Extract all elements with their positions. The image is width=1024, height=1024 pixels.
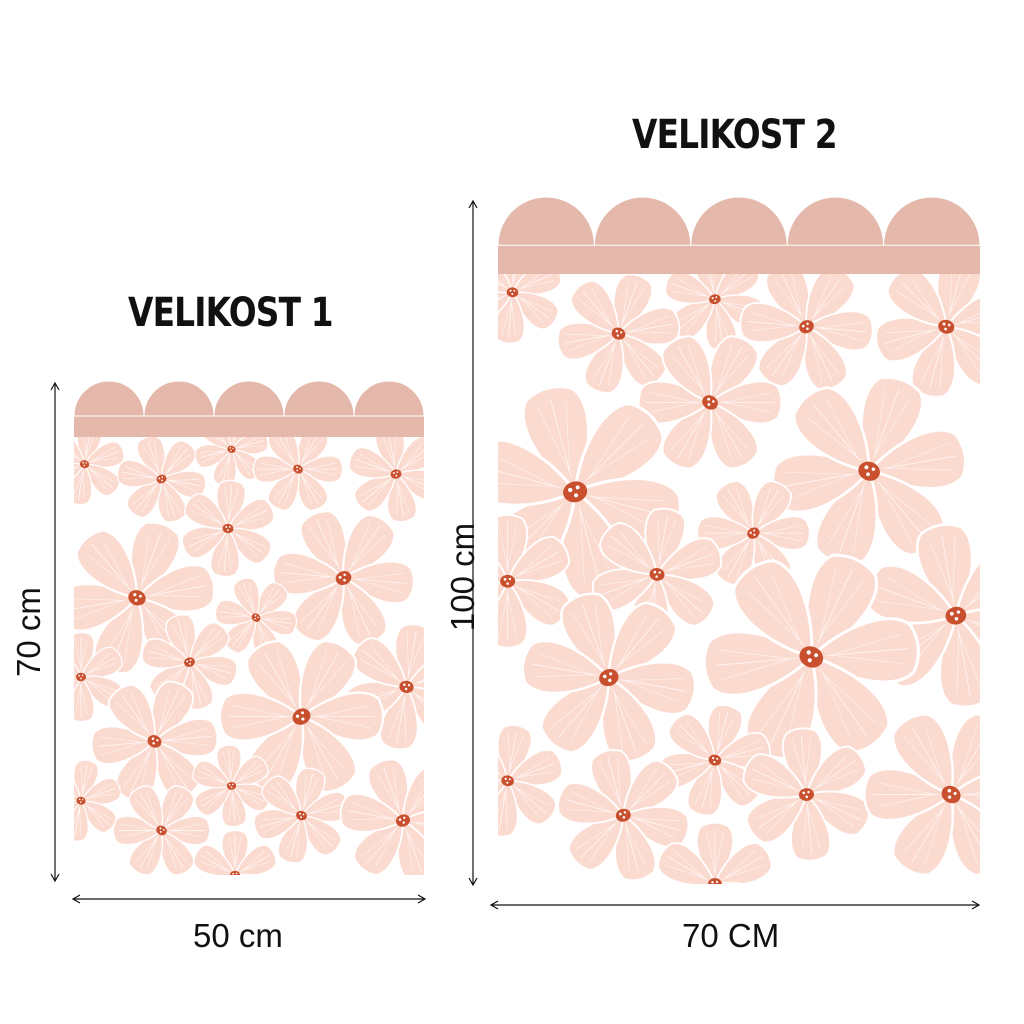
wallpaper-panel-size-1 — [74, 380, 424, 875]
flower-center — [941, 785, 961, 804]
flower-center — [390, 469, 402, 479]
flower-center — [615, 808, 631, 822]
size-1-title: VELIKOST 1 — [128, 290, 334, 336]
flower-center — [945, 606, 967, 625]
flower-center — [251, 613, 261, 622]
flower — [253, 767, 350, 864]
flower — [702, 553, 920, 761]
flower-center — [799, 320, 814, 334]
flower — [192, 744, 271, 828]
flower — [739, 274, 874, 391]
flower — [348, 437, 424, 523]
flower-center — [563, 481, 588, 503]
flower — [194, 437, 269, 487]
flower-center — [649, 567, 665, 581]
flower-center — [292, 708, 311, 725]
flower-center — [702, 395, 718, 410]
flower — [556, 274, 681, 394]
floral-pattern — [74, 380, 424, 875]
flower — [116, 437, 207, 523]
flower-center — [611, 327, 626, 340]
flower-center — [599, 669, 619, 687]
flower-center — [799, 646, 824, 668]
flower-center — [335, 570, 352, 586]
flower-field — [74, 437, 424, 875]
flower-center — [399, 680, 414, 694]
flower-center — [156, 825, 167, 836]
flower-center — [75, 672, 87, 682]
flower — [521, 592, 697, 763]
flower-center — [500, 574, 516, 588]
width-label-size-1: 50 cm — [193, 917, 283, 954]
flower — [272, 510, 415, 646]
wallpaper-panel-size-2 — [498, 196, 980, 884]
flower — [74, 759, 121, 842]
flower-center — [222, 523, 234, 534]
flower-center — [708, 754, 722, 766]
flower-center — [858, 461, 880, 481]
flower-center — [938, 319, 955, 334]
flower — [557, 749, 690, 882]
flower-field — [498, 274, 980, 884]
flower — [742, 727, 871, 862]
flower-center — [76, 796, 86, 805]
flower — [181, 479, 275, 578]
flower-center — [184, 657, 195, 667]
flower-center — [156, 474, 167, 484]
flower — [193, 829, 277, 875]
flower — [112, 785, 211, 875]
flower — [657, 821, 773, 884]
flower — [637, 335, 783, 470]
flower-center — [506, 287, 519, 298]
width-arrow-size-2 — [489, 900, 981, 910]
flower — [339, 758, 424, 875]
flower — [498, 274, 562, 345]
flower-center — [798, 788, 814, 801]
flower-center — [293, 464, 303, 474]
flower — [218, 639, 385, 794]
height-label-size-2: 100 cm — [444, 522, 481, 632]
flower — [498, 513, 571, 649]
floral-pattern — [498, 196, 980, 884]
flower-center — [79, 460, 90, 469]
flower-center — [226, 781, 237, 790]
flower — [74, 521, 216, 675]
scallop-border — [74, 380, 424, 437]
flower — [498, 724, 563, 838]
flower — [252, 437, 344, 511]
flower-center — [296, 810, 307, 821]
height-arrow-size-2 — [468, 199, 478, 887]
flower-center — [709, 294, 721, 305]
flower — [875, 274, 980, 398]
height-arrow-size-1 — [50, 381, 60, 883]
flower-center — [128, 590, 146, 606]
width-arrow-size-1 — [71, 894, 427, 904]
flower-center — [747, 527, 760, 539]
flower-center — [501, 775, 514, 787]
size-2-title: VELIKOST 2 — [632, 112, 838, 158]
flower — [862, 712, 980, 877]
flower-center — [147, 735, 162, 748]
height-label-size-1: 70 cm — [10, 587, 47, 677]
flower — [214, 577, 298, 658]
width-label-size-2: 70 CM — [682, 917, 780, 954]
scallop-border — [498, 196, 980, 274]
flower-center — [227, 445, 236, 453]
flower-center — [395, 814, 411, 827]
flower — [74, 437, 125, 506]
